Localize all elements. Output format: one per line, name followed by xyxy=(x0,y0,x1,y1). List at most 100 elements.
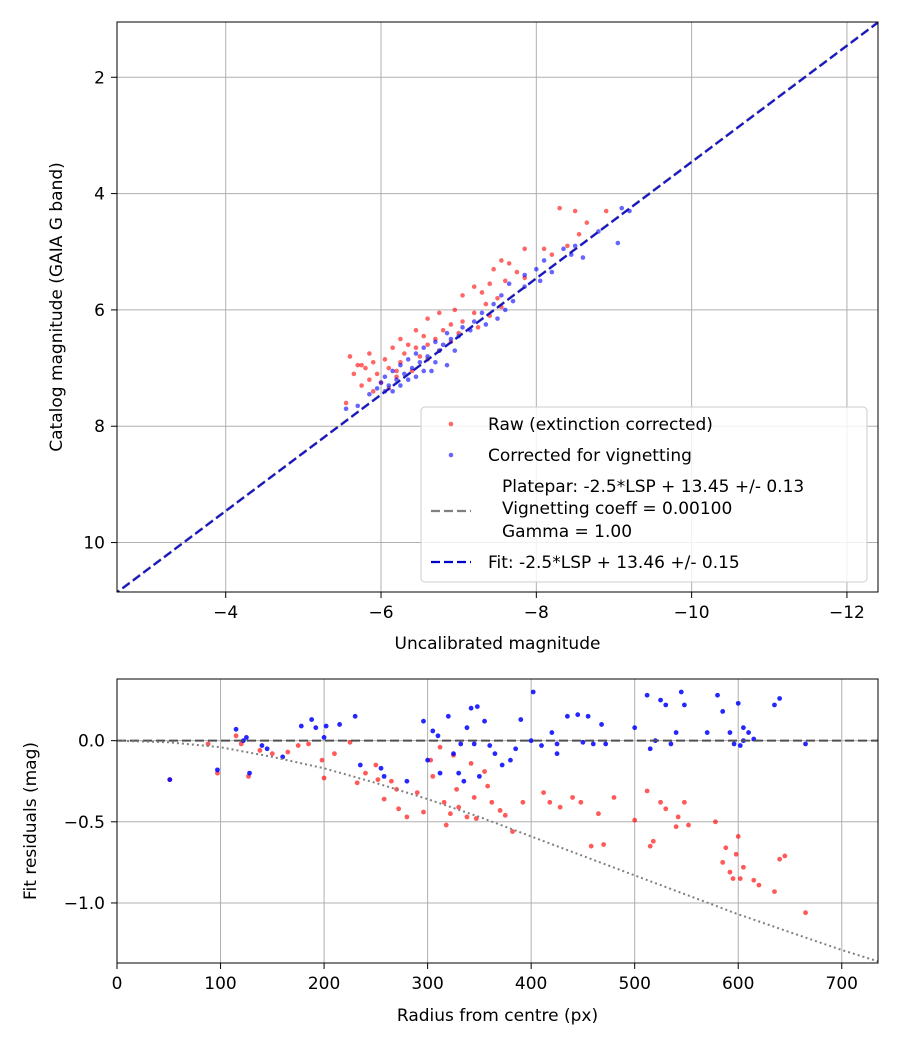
corrected-residual-point xyxy=(437,770,443,776)
raw-point xyxy=(436,310,442,316)
corrected-residual-point xyxy=(464,725,470,731)
top-plot-area xyxy=(117,22,878,592)
corrected-residual-point xyxy=(264,746,270,752)
corrected-point xyxy=(502,307,508,313)
corrected-residual-point xyxy=(647,746,653,752)
corrected-residual-point xyxy=(658,697,663,703)
corrected-residual-point xyxy=(508,757,513,763)
raw-residual-point xyxy=(741,864,746,870)
legend: Raw (extinction corrected) Corrected for … xyxy=(420,406,868,583)
corrected-residual-point xyxy=(528,738,534,744)
raw-residual-point xyxy=(658,799,663,805)
corrected-residual-point xyxy=(461,778,467,784)
raw-point xyxy=(351,371,357,377)
raw-point xyxy=(355,362,361,368)
corrected-residual-point xyxy=(309,717,315,722)
corrected-point xyxy=(413,374,419,380)
bottom-plot-area xyxy=(117,689,878,963)
raw-residual-point xyxy=(233,733,239,739)
bottom-y-tick-label: 0.0 xyxy=(78,732,105,752)
corrected-point xyxy=(378,380,384,385)
corrected-point xyxy=(534,266,539,272)
raw-residual-point xyxy=(751,877,757,883)
corrected-residual-point xyxy=(435,733,441,739)
corrected-point xyxy=(471,319,477,324)
corrected-residual-point xyxy=(673,730,679,735)
bottom-y-tick-label: −1.0 xyxy=(64,894,105,914)
legend-platepar-label: Vignetting coeff = 0.00100 xyxy=(502,499,732,519)
corrected-residual-point xyxy=(741,725,746,731)
raw-point xyxy=(370,389,376,394)
raw-residual-point xyxy=(520,799,526,805)
corrected-residual-point xyxy=(590,741,596,747)
raw-point xyxy=(363,365,368,371)
raw-point xyxy=(386,365,392,371)
corrected-residual-point xyxy=(549,730,555,735)
bottom-x-tick-label: 500 xyxy=(618,974,650,994)
raw-residual-point xyxy=(803,910,808,916)
raw-point xyxy=(347,354,353,359)
raw-residual-point xyxy=(723,845,729,851)
raw-residual-point xyxy=(727,869,733,875)
corrected-point xyxy=(444,362,450,368)
top-y-tick-label: 10 xyxy=(83,534,105,554)
corrected-point xyxy=(619,205,625,211)
corrected-residual-point xyxy=(240,738,246,744)
corrected-residual-point xyxy=(735,700,741,706)
corrected-residual-point xyxy=(715,692,720,698)
corrected-point xyxy=(499,293,504,298)
corrected-residual-point xyxy=(323,723,329,729)
raw-residual-point xyxy=(404,814,410,820)
raw-point xyxy=(471,310,477,316)
raw-residual-point xyxy=(295,743,301,748)
fit-line xyxy=(117,22,878,592)
corrected-residual-point xyxy=(321,735,327,740)
raw-point xyxy=(425,316,430,321)
raw-residual-point xyxy=(375,777,381,783)
corrected-residual-point xyxy=(233,726,239,732)
raw-point xyxy=(506,261,512,266)
raw-point xyxy=(413,327,419,333)
corrected-point xyxy=(355,403,361,409)
raw-residual-point xyxy=(414,790,420,795)
raw-residual-point xyxy=(473,816,479,821)
corrected-residual-point xyxy=(513,746,519,752)
corrected-residual-point xyxy=(530,689,536,695)
legend-raw-label: Raw (extinction corrected) xyxy=(488,415,713,435)
corrected-residual-point xyxy=(247,770,252,776)
corrected-residual-point xyxy=(215,767,220,773)
raw-point xyxy=(370,359,376,365)
corrected-residual-point xyxy=(298,723,304,729)
corrected-residual-point xyxy=(244,735,249,740)
bottom-x-tick-label: 300 xyxy=(411,974,443,994)
corrected-residual-point xyxy=(487,743,493,748)
bottom-x-tick-label: 700 xyxy=(826,974,858,994)
corrected-residual-point xyxy=(678,689,684,695)
corrected-point xyxy=(440,342,446,348)
corrected-residual-point xyxy=(554,751,560,757)
legend-frame xyxy=(420,406,868,583)
raw-point xyxy=(440,327,446,333)
raw-point xyxy=(576,231,582,237)
top-y-tick-label: 2 xyxy=(94,68,105,88)
corrected-residual-point xyxy=(580,739,586,745)
raw-residual-point xyxy=(468,760,474,766)
raw-residual-point xyxy=(557,804,563,810)
corrected-residual-point xyxy=(458,741,464,747)
raw-residual-point xyxy=(782,853,788,859)
bottom-y-axis-label: Fit residuals (mag) xyxy=(21,742,41,900)
corrected-point xyxy=(580,255,586,260)
raw-point xyxy=(413,345,419,351)
raw-point xyxy=(367,377,372,383)
raw-residual-point xyxy=(720,859,726,865)
bottom-panel: 0 100 200 300 400 500 600 700 0.0 −0.5 −1.0 Radius … xyxy=(21,678,879,1026)
raw-residual-point xyxy=(686,822,691,828)
top-x-tick-label: −4 xyxy=(213,603,238,623)
corrected-point xyxy=(386,383,392,388)
corrected-point xyxy=(460,325,465,330)
raw-residual-point xyxy=(772,889,777,894)
raw-residual-point xyxy=(332,751,337,757)
raw-residual-point xyxy=(454,786,460,792)
raw-point xyxy=(398,336,403,342)
raw-point xyxy=(448,322,454,327)
